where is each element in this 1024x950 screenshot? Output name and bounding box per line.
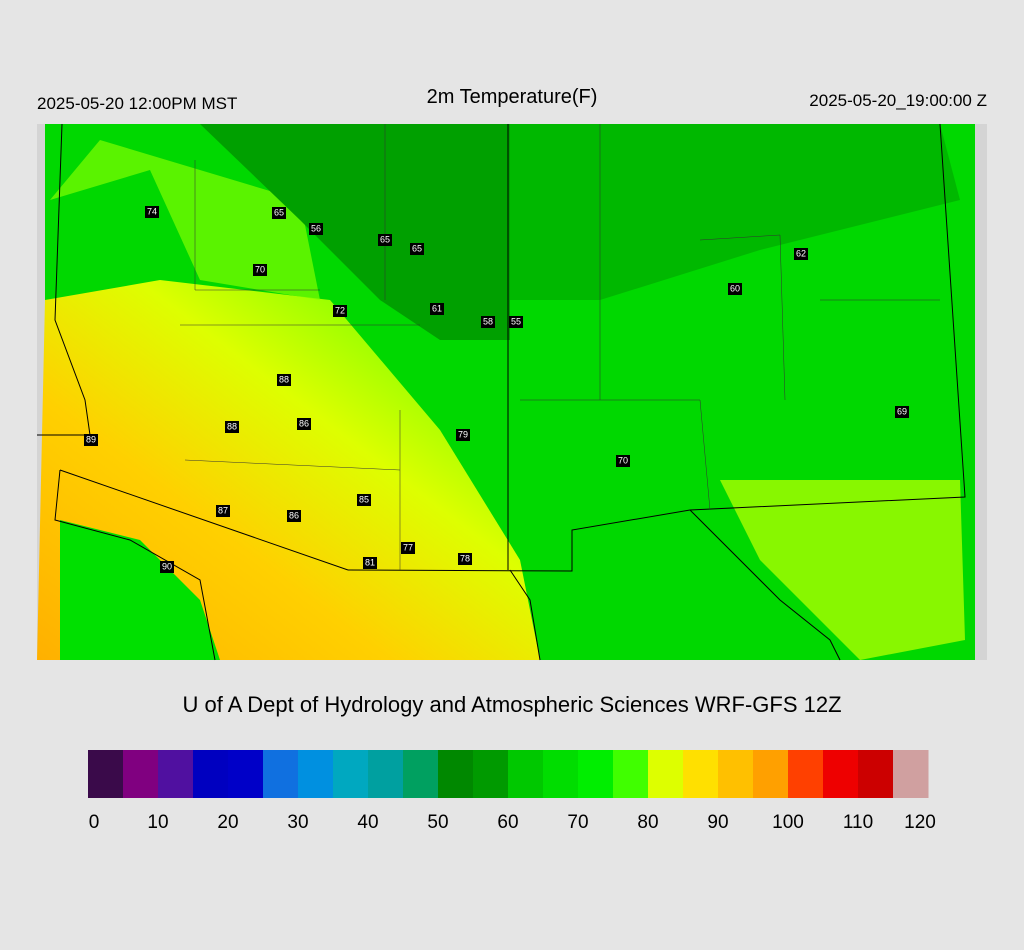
station-box: [84, 434, 98, 446]
colorbar-segment: [788, 750, 824, 798]
colorbar-segment: [648, 750, 684, 798]
map: [37, 123, 987, 661]
station-value: 78: [460, 553, 470, 563]
colorbar-segment: [403, 750, 439, 798]
station-box: [287, 510, 301, 522]
station-value: 65: [412, 243, 422, 253]
station-value: 86: [289, 510, 299, 520]
colorbar-tick-label: 40: [357, 812, 378, 833]
station-value: 70: [618, 455, 628, 465]
station-value: 56: [311, 223, 321, 233]
station-value: 87: [218, 505, 228, 515]
station-value: 88: [227, 421, 237, 431]
colorbar-segment: [88, 750, 124, 798]
station-box: [225, 421, 239, 433]
colorbar-tick-label: 0: [89, 812, 100, 833]
colorbar-tick-label: 70: [567, 812, 588, 833]
station-value: 61: [432, 303, 442, 313]
colorbar-segment: [613, 750, 649, 798]
station-box: [363, 557, 377, 569]
colorbar-segment: [263, 750, 299, 798]
station-box: [458, 553, 472, 565]
station-value: 72: [335, 305, 345, 315]
station-value: 55: [511, 316, 521, 326]
station-value: 86: [299, 418, 309, 428]
colorbar-tick-label: 100: [772, 812, 804, 833]
colorbar-tick-label: 110: [843, 812, 873, 833]
station-box: [357, 494, 371, 506]
station-box: [297, 418, 311, 430]
colorbar-tick-label: 50: [427, 812, 448, 833]
station-value: 74: [147, 206, 157, 216]
colorbar-segment: [123, 750, 159, 798]
station-value: 65: [380, 234, 390, 244]
station-box: [401, 542, 415, 554]
station-value: 58: [483, 316, 493, 326]
colorbar-segment: [753, 750, 789, 798]
station-value: 70: [255, 264, 265, 274]
station-box: [253, 264, 267, 276]
colorbar-tick-label: 60: [497, 812, 518, 833]
station-value: 88: [279, 374, 289, 384]
station-box: [160, 561, 174, 573]
station-box: [277, 374, 291, 386]
station-box: [430, 303, 444, 315]
station-value: 90: [162, 561, 172, 571]
header-right: 2025-05-20_19:00:00 Z: [809, 91, 987, 110]
colorbar-tick-label: 20: [217, 812, 238, 833]
header-left: 2025-05-20 12:00PM MST: [37, 94, 237, 113]
station-box: [728, 283, 742, 295]
station-box: [410, 243, 424, 255]
colorbar-segment: [298, 750, 334, 798]
colorbar-segment: [368, 750, 404, 798]
colorbar-segment: [858, 750, 894, 798]
colorbar-segment: [683, 750, 719, 798]
station-box: [794, 248, 808, 260]
colorbar-segment: [438, 750, 474, 798]
colorbar-segment: [578, 750, 614, 798]
colorbar-segment: [228, 750, 264, 798]
map-title: 2m Temperature(F): [427, 86, 598, 108]
colorbar-segment: [193, 750, 229, 798]
station-box: [456, 429, 470, 441]
colorbar: 0 10 20 30 40 50 60 70 80 90 100 110 120: [88, 750, 936, 833]
station-box: [309, 223, 323, 235]
station-value: 77: [403, 542, 413, 552]
station-value: 69: [897, 406, 907, 416]
station-box: [333, 305, 347, 317]
colorbar-segment: [508, 750, 544, 798]
station-value: 60: [730, 283, 740, 293]
stations: 74 65 56 65 65 70 72 61 58 55 60 62 88 88 86 89 79 69 70 87…: [84, 206, 909, 573]
station-box: [145, 206, 159, 218]
colorbar-segment: [333, 750, 369, 798]
footer: U of A Dept of Hydrology and Atmospheric…: [182, 692, 841, 717]
colorbar-segment: [473, 750, 509, 798]
colorbar-tick-label: 80: [637, 812, 658, 833]
station-value: 65: [274, 207, 284, 217]
colorbar-tick-label: 90: [707, 812, 728, 833]
station-value: 79: [458, 429, 468, 439]
colorbar-tick-label: 120: [904, 812, 936, 833]
station-box: [481, 316, 495, 328]
station-box: [616, 455, 630, 467]
colorbar-tick-label: 30: [287, 812, 308, 833]
station-box: [272, 207, 286, 219]
station-box: [216, 505, 230, 517]
station-value: 81: [365, 557, 375, 567]
station-value: 85: [359, 494, 369, 504]
colorbar-segment: [893, 750, 929, 798]
colorbar-segment: [718, 750, 754, 798]
station-value: 62: [796, 248, 806, 258]
colorbar-segment: [158, 750, 194, 798]
station-box: [378, 234, 392, 246]
colorbar-segment: [823, 750, 859, 798]
colorbar-segment: [543, 750, 579, 798]
station-box: [895, 406, 909, 418]
station-value: 89: [86, 434, 96, 444]
colorbar-tick-label: 10: [147, 812, 168, 833]
station-box: [509, 316, 523, 328]
